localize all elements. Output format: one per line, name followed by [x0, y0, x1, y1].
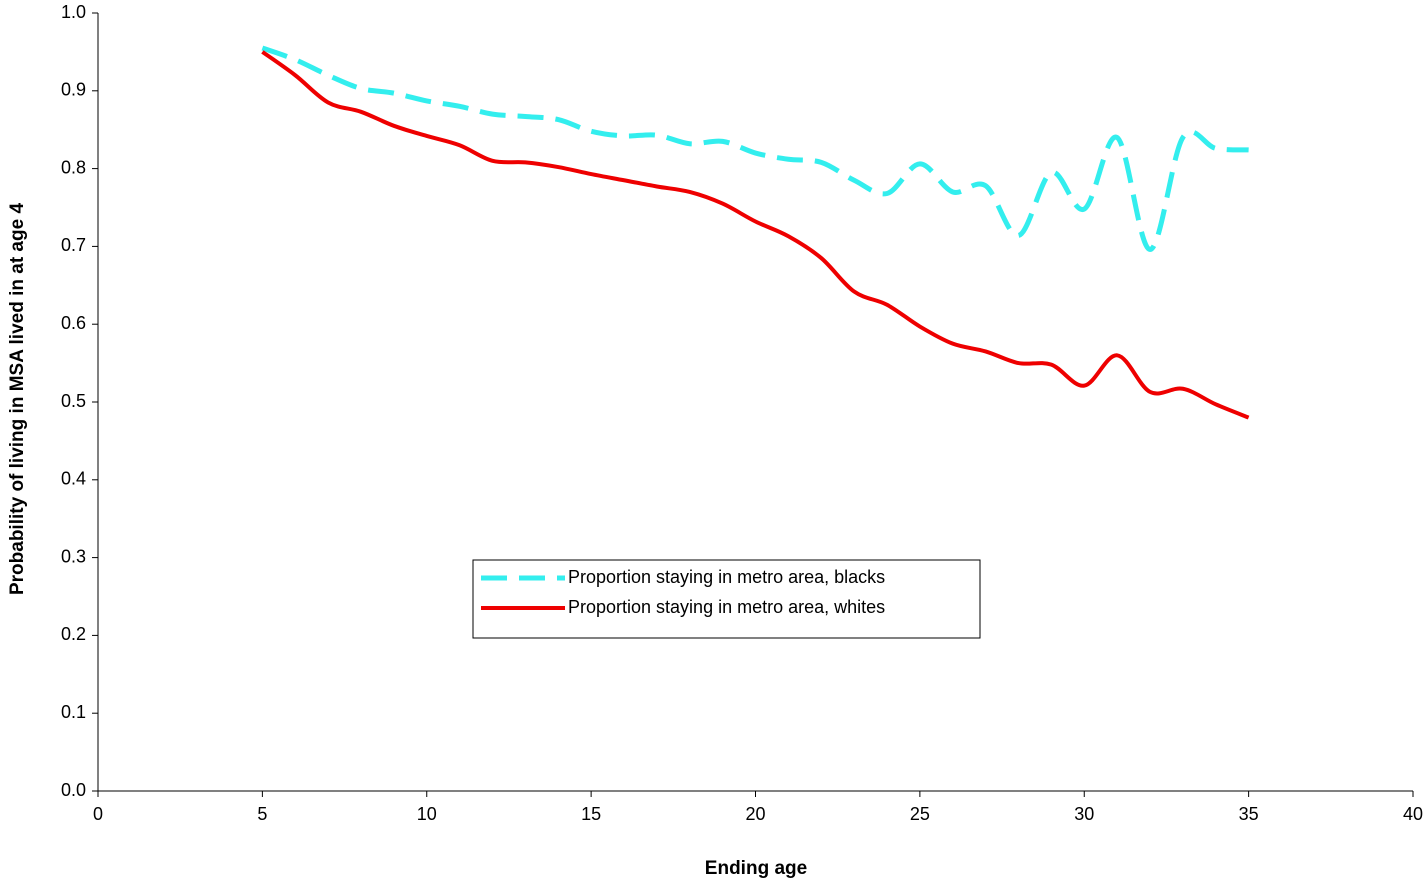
x-tick-label: 10 [417, 804, 437, 824]
y-tick-label: 0.2 [61, 624, 86, 644]
y-tick-label: 0.9 [61, 80, 86, 100]
x-axis-title: Ending age [705, 858, 807, 879]
x-tick-label: 20 [745, 804, 765, 824]
y-tick-label: 0.5 [61, 391, 86, 411]
x-tick-label: 25 [910, 804, 930, 824]
y-tick-label: 0.0 [61, 780, 86, 800]
y-tick-label: 0.1 [61, 702, 86, 722]
x-tick-label: 15 [581, 804, 601, 824]
legend: Proportion staying in metro area, blacks… [472, 559, 981, 639]
x-tick-label: 30 [1074, 804, 1094, 824]
x-tick-label: 5 [257, 804, 267, 824]
series-line [261, 45, 1249, 253]
legend-label: Proportion staying in metro area, blacks [568, 567, 885, 587]
x-tick-label: 40 [1403, 804, 1423, 824]
y-tick-label: 0.3 [61, 546, 86, 566]
legend-box [472, 559, 981, 639]
y-tick-label: 0.6 [61, 313, 86, 333]
x-tick-label: 0 [93, 804, 103, 824]
x-tick-label: 35 [1239, 804, 1259, 824]
y-tick-label: 0.7 [61, 235, 86, 255]
y-tick-label: 1.0 [61, 2, 86, 22]
series-line [261, 50, 1250, 420]
y-axis-title: Probability of living in MSA lived in at… [7, 203, 28, 595]
legend-label: Proportion staying in metro area, whites [568, 597, 885, 617]
y-tick-label: 0.8 [61, 157, 86, 177]
y-tick-label: 0.4 [61, 469, 86, 489]
